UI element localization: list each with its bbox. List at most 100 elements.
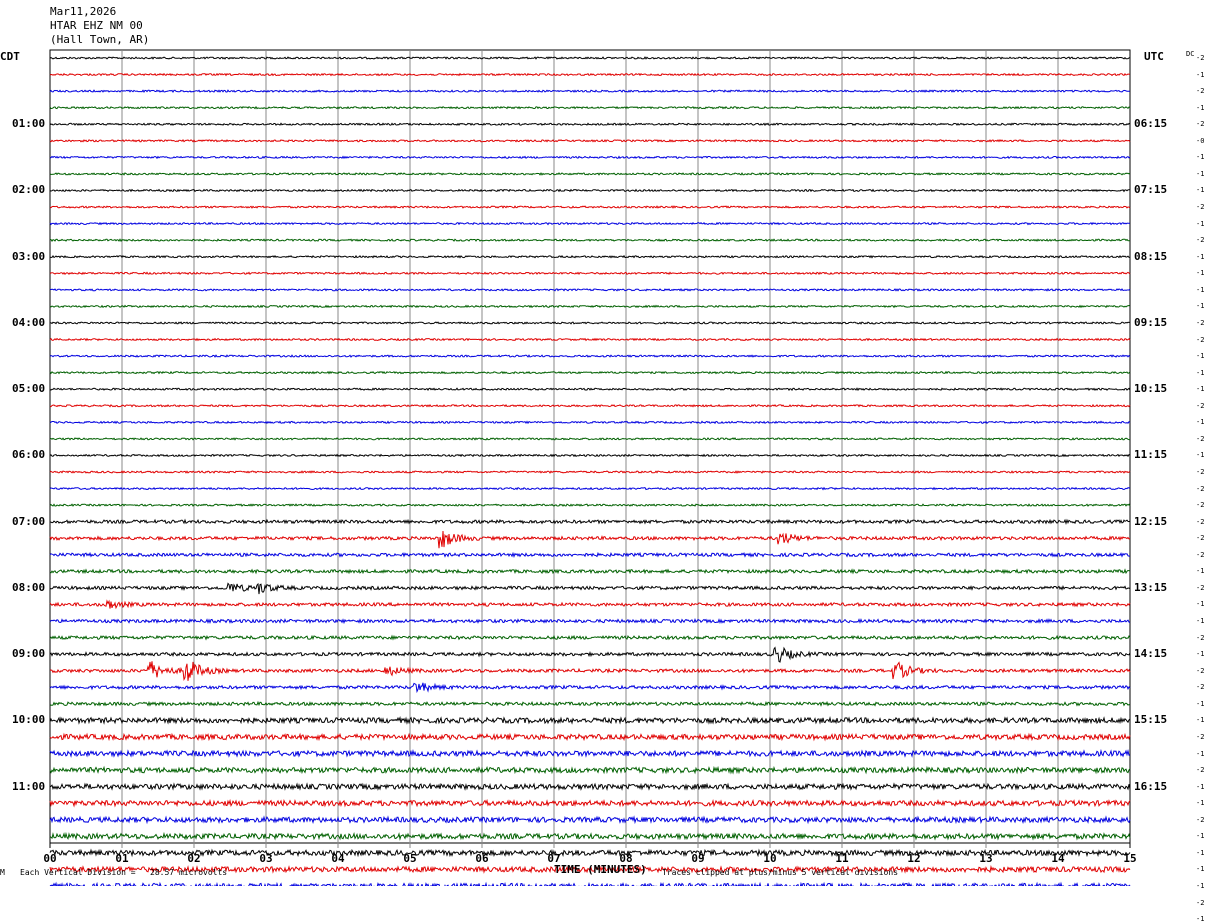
seismic-trace [49, 568, 1130, 575]
utc-hour-label: 11:15 [1134, 448, 1168, 462]
dc-offset-value: -1 [1196, 252, 1205, 261]
dc-offset-value: -2 [1196, 898, 1205, 907]
seismic-trace [49, 354, 1131, 358]
x-tick-label: 06 [475, 852, 489, 865]
dc-offset-value: -2 [1196, 501, 1205, 510]
cdt-hour-label: 01:00 [12, 117, 46, 131]
x-tick-label: 10 [763, 852, 777, 865]
seismic-trace [49, 304, 1131, 309]
seismic-trace [49, 518, 1131, 525]
helicorder-plot [49, 49, 1131, 886]
dc-offset-value: -2 [1196, 318, 1205, 327]
cdt-hour-label: 04:00 [12, 315, 46, 329]
x-axis-title: TIME (MINUTES) [554, 863, 647, 876]
dc-offset-value: -1 [1196, 269, 1205, 278]
seismic-trace [49, 89, 1130, 93]
vertical-division-note: Each Vertical Division = 28.57 microvolt… [20, 868, 228, 877]
dc-offset-value: -2 [1196, 815, 1205, 824]
seismic-trace [49, 530, 1131, 549]
dc-offset-value: -1 [1196, 799, 1205, 808]
clip-note: Traces clipped at plus/minus 5 vertical … [662, 868, 899, 877]
dc-offset-value: -2 [1196, 87, 1205, 96]
cdt-hour-label: 09:00 [12, 647, 46, 661]
seismic-trace [49, 618, 1131, 625]
x-tick-label: 12 [907, 852, 921, 865]
dc-offset-value: -1 [1196, 219, 1205, 228]
cdt-hour-label: 06:00 [12, 448, 46, 462]
plot-frame [49, 49, 1131, 844]
seismic-trace [49, 634, 1131, 641]
seismic-trace [49, 470, 1131, 474]
dc-offset-value: -1 [1196, 716, 1205, 725]
seismic-trace [49, 682, 1131, 694]
seismic-trace [49, 716, 1131, 725]
seismic-trace [49, 437, 1131, 441]
dc-offset-value: -2 [1196, 666, 1205, 675]
date-label: Mar11,2026 [50, 5, 117, 18]
dc-offset-value: -2 [1196, 550, 1205, 559]
seismic-trace [49, 848, 1131, 858]
dc-offset-value: -2 [1196, 583, 1205, 592]
dc-offset-value: -2 [1196, 484, 1205, 493]
seismic-trace [49, 646, 1131, 663]
seismic-trace [49, 732, 1131, 742]
seismic-trace [49, 271, 1131, 276]
x-tick-label: 13 [979, 852, 993, 865]
dc-offset-value: -2 [1196, 517, 1205, 526]
seismic-trace [49, 453, 1131, 458]
utc-hour-label: 13:15 [1134, 580, 1168, 594]
seismic-trace [49, 782, 1131, 792]
dc-offset-value: -0 [1196, 136, 1205, 145]
seismic-trace [49, 105, 1131, 110]
dc-offset-value: -2 [1196, 434, 1205, 443]
utc-hour-label: 12:15 [1134, 514, 1168, 528]
dc-offset-value: -1 [1196, 749, 1205, 758]
utc-hour-label: 16:15 [1134, 779, 1168, 793]
seismic-trace [49, 188, 1130, 193]
x-tick-label: 14 [1051, 852, 1065, 865]
seismic-trace [49, 864, 1131, 874]
dc-offset-value: -1 [1196, 782, 1205, 791]
dc-offset-value: -2 [1196, 401, 1205, 410]
dc-offset-value: -1 [1196, 915, 1205, 923]
x-tick-label: 15 [1123, 852, 1137, 865]
dc-offset-value: -2 [1196, 633, 1205, 642]
dc-label: DC [1186, 50, 1195, 58]
utc-hour-label: 14:15 [1134, 647, 1168, 661]
x-tick-label: 00 [43, 852, 57, 865]
cdt-hour-label: 11:00 [12, 779, 46, 793]
seismic-trace [49, 765, 1131, 775]
left-axis-title: CDT [0, 50, 20, 63]
utc-hour-label: 06:15 [1134, 117, 1168, 131]
cdt-hour-label: 02:00 [12, 183, 46, 197]
dc-offset-value: -1 [1196, 451, 1205, 460]
seismic-trace [49, 661, 1131, 682]
cdt-hour-label: 08:00 [12, 580, 46, 594]
seismic-trace [49, 221, 1131, 226]
seismic-trace [49, 172, 1131, 176]
seismic-trace [49, 205, 1131, 209]
corner-mark: M [0, 868, 5, 877]
dc-offset-value: -2 [1196, 54, 1205, 62]
seismic-trace [49, 798, 1131, 808]
seismic-trace [49, 56, 1131, 60]
cdt-hour-label: 05:00 [12, 382, 46, 396]
dc-offset-value: -1 [1196, 617, 1205, 626]
seismic-trace [49, 387, 1131, 392]
dc-offset-value: -2 [1196, 203, 1205, 212]
dc-offset-value: -1 [1196, 186, 1205, 195]
seismic-trace [49, 138, 1131, 143]
dc-offset-value: -1 [1196, 567, 1205, 576]
dc-offset-value: -1 [1196, 352, 1205, 361]
dc-offset-value: -2 [1196, 236, 1205, 245]
dc-offset-value: -1 [1196, 865, 1205, 874]
dc-offset-value: -2 [1196, 335, 1205, 344]
seismic-trace [49, 582, 1131, 595]
seismic-trace [49, 155, 1131, 160]
right-axis-title: UTC [1144, 50, 1164, 63]
dc-offset-value: -2 [1196, 732, 1205, 741]
dc-offset-value: -1 [1196, 70, 1205, 79]
seismic-trace [49, 337, 1131, 342]
seismic-trace [49, 238, 1131, 243]
location-label: (Hall Town, AR) [50, 33, 150, 46]
